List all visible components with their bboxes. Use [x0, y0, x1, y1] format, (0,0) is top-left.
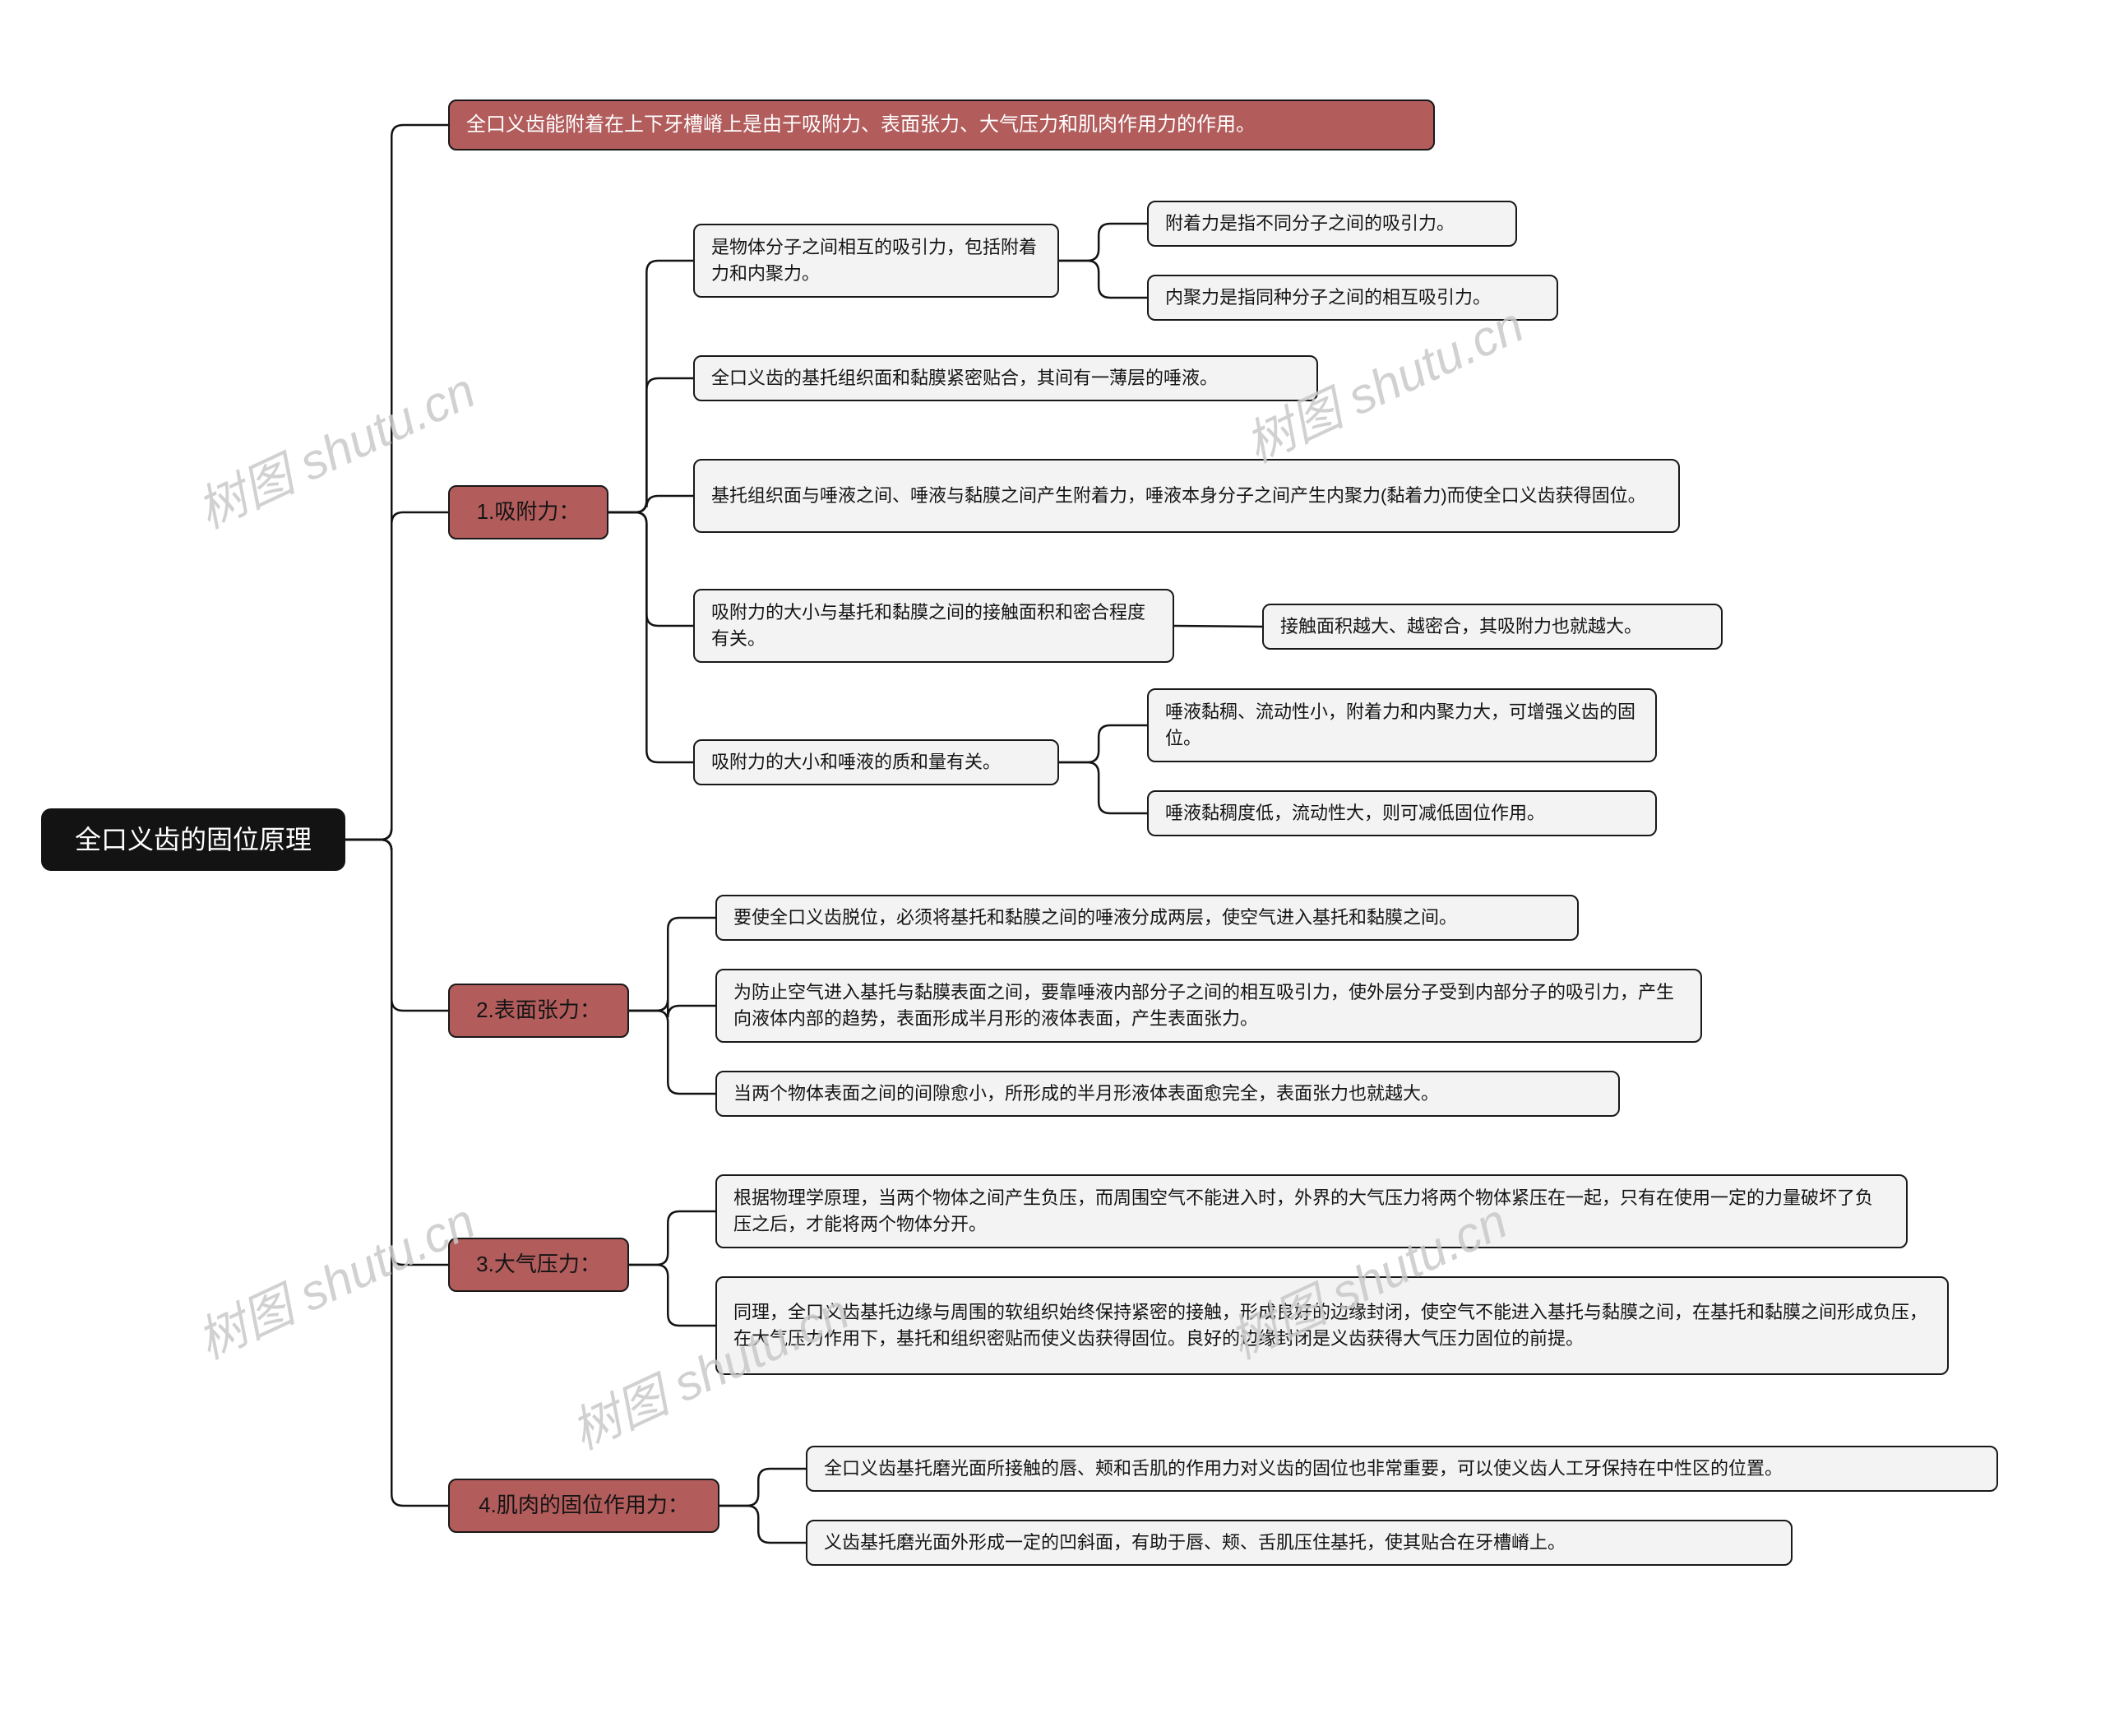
node-s1e: 吸附力的大小和唾液的质和量有关。 [693, 739, 1059, 785]
connector [345, 512, 448, 840]
node-label: 同理，全口义齿基托边缘与周围的软组织始终保持紧密的接触，形成良好的边缘封闭，使空… [733, 1299, 1931, 1352]
connector [629, 1011, 715, 1094]
connector [608, 496, 693, 512]
connector [345, 840, 448, 1011]
connector [719, 1469, 806, 1506]
connector [345, 840, 448, 1506]
node-s1a1: 附着力是指不同分子之间的吸引力。 [1147, 201, 1517, 247]
node-s1d: 吸附力的大小与基托和黏膜之间的接触面积和密合程度有关。 [693, 589, 1174, 663]
connector [608, 261, 693, 512]
node-label: 内聚力是指同种分子之间的相互吸引力。 [1165, 285, 1491, 311]
node-s4: 4.肌肉的固位作用力： [448, 1479, 719, 1533]
node-s2: 2.表面张力： [448, 984, 629, 1038]
watermark: 树图 shutu.cn [184, 351, 485, 542]
connector [629, 999, 715, 1017]
connector [1059, 725, 1147, 762]
connector [1059, 224, 1147, 261]
node-s1c: 基托组织面与唾液之间、唾液与黏膜之间产生附着力，唾液本身分子之间产生内聚力(黏着… [693, 459, 1680, 533]
connector [629, 1265, 715, 1326]
node-s3b: 同理，全口义齿基托边缘与周围的软组织始终保持紧密的接触，形成良好的边缘封闭，使空… [715, 1276, 1949, 1375]
node-s1d1: 接触面积越大、越密合，其吸附力也就越大。 [1262, 604, 1723, 650]
node-label: 全口义齿的基托组织面和黏膜紧密贴合，其间有一薄层的唾液。 [711, 365, 1218, 391]
node-label: 当两个物体表面之间的间隙愈小，所形成的半月形液体表面愈完全，表面张力也就越大。 [733, 1081, 1439, 1107]
node-label: 3.大气压力： [476, 1249, 601, 1280]
node-label: 根据物理学原理，当两个物体之间产生负压，而周围空气不能进入时，外界的大气压力将两… [733, 1185, 1890, 1238]
connector [608, 512, 693, 762]
node-intro: 全口义齿能附着在上下牙槽嵴上是由于吸附力、表面张力、大气压力和肌肉作用力的作用。 [448, 100, 1435, 150]
node-label: 唾液黏稠度低，流动性大，则可减低固位作用。 [1165, 800, 1545, 826]
node-label: 要使全口义齿脱位，必须将基托和黏膜之间的唾液分成两层，使空气进入基托和黏膜之间。 [733, 905, 1457, 931]
connector [1059, 762, 1147, 813]
connector [629, 918, 715, 1011]
node-s2c: 当两个物体表面之间的间隙愈小，所形成的半月形液体表面愈完全，表面张力也就越大。 [715, 1071, 1620, 1117]
node-label: 全口义齿基托磨光面所接触的唇、颊和舌肌的作用力对义齿的固位也非常重要，可以使义齿… [824, 1456, 1783, 1482]
node-label: 2.表面张力： [476, 995, 601, 1026]
node-s4a: 全口义齿基托磨光面所接触的唇、颊和舌肌的作用力对义齿的固位也非常重要，可以使义齿… [806, 1446, 1998, 1492]
watermark: 树图 shutu.cn [184, 1182, 485, 1373]
node-s1: 1.吸附力： [448, 485, 608, 539]
node-label: 吸附力的大小与基托和黏膜之间的接触面积和密合程度有关。 [711, 599, 1156, 652]
node-label: 是物体分子之间相互的吸引力，包括附着力和内聚力。 [711, 234, 1041, 287]
node-label: 附着力是指不同分子之间的吸引力。 [1165, 211, 1455, 237]
node-label: 义齿基托磨光面外形成一定的凹斜面，有助于唇、颊、舌肌压住基托，使其贴合在牙槽嵴上… [824, 1530, 1566, 1556]
connector [345, 840, 448, 1265]
node-root: 全口义齿的固位原理 [41, 808, 345, 871]
node-s1a2: 内聚力是指同种分子之间的相互吸引力。 [1147, 275, 1558, 321]
node-label: 4.肌肉的固位作用力： [479, 1490, 689, 1521]
mindmap-canvas: 全口义齿的固位原理 全口义齿能附着在上下牙槽嵴上是由于吸附力、表面张力、大气压力和… [0, 0, 2105, 1736]
node-s1e1: 唾液黏稠、流动性小，附着力和内聚力大，可增强义齿的固位。 [1147, 688, 1657, 762]
node-s2b: 为防止空气进入基托与黏膜表面之间，要靠唾液内部分子之间的相互吸引力，使外层分子受… [715, 969, 1702, 1043]
connector [1059, 261, 1147, 298]
connector [345, 125, 448, 840]
connector [719, 1506, 806, 1543]
node-s1e2: 唾液黏稠度低，流动性大，则可减低固位作用。 [1147, 790, 1657, 836]
node-label: 为防止空气进入基托与黏膜表面之间，要靠唾液内部分子之间的相互吸引力，使外层分子受… [733, 979, 1684, 1032]
node-label: 吸附力的大小和唾液的质和量有关。 [711, 749, 1001, 775]
node-label: 基托组织面与唾液之间、唾液与黏膜之间产生附着力，唾液本身分子之间产生内聚力(黏着… [711, 483, 1646, 509]
node-label: 接触面积越大、越密合，其吸附力也就越大。 [1280, 613, 1642, 640]
node-s3a: 根据物理学原理，当两个物体之间产生负压，而周围空气不能进入时，外界的大气压力将两… [715, 1174, 1908, 1248]
node-s3: 3.大气压力： [448, 1238, 629, 1292]
connector [629, 1211, 715, 1265]
node-s2a: 要使全口义齿脱位，必须将基托和黏膜之间的唾液分成两层，使空气进入基托和黏膜之间。 [715, 895, 1579, 941]
connector [1174, 626, 1262, 627]
node-label: 唾液黏稠、流动性小，附着力和内聚力大，可增强义齿的固位。 [1165, 699, 1639, 752]
node-label: 全口义齿能附着在上下牙槽嵴上是由于吸附力、表面张力、大气压力和肌肉作用力的作用。 [466, 111, 1256, 140]
connector [608, 512, 693, 626]
node-s1b: 全口义齿的基托组织面和黏膜紧密贴合，其间有一薄层的唾液。 [693, 355, 1318, 401]
node-label: 全口义齿的固位原理 [75, 821, 312, 859]
node-label: 1.吸附力： [477, 497, 581, 528]
node-s1a: 是物体分子之间相互的吸引力，包括附着力和内聚力。 [693, 224, 1059, 298]
connector [608, 378, 693, 512]
node-s4b: 义齿基托磨光面外形成一定的凹斜面，有助于唇、颊、舌肌压住基托，使其贴合在牙槽嵴上… [806, 1520, 1793, 1566]
